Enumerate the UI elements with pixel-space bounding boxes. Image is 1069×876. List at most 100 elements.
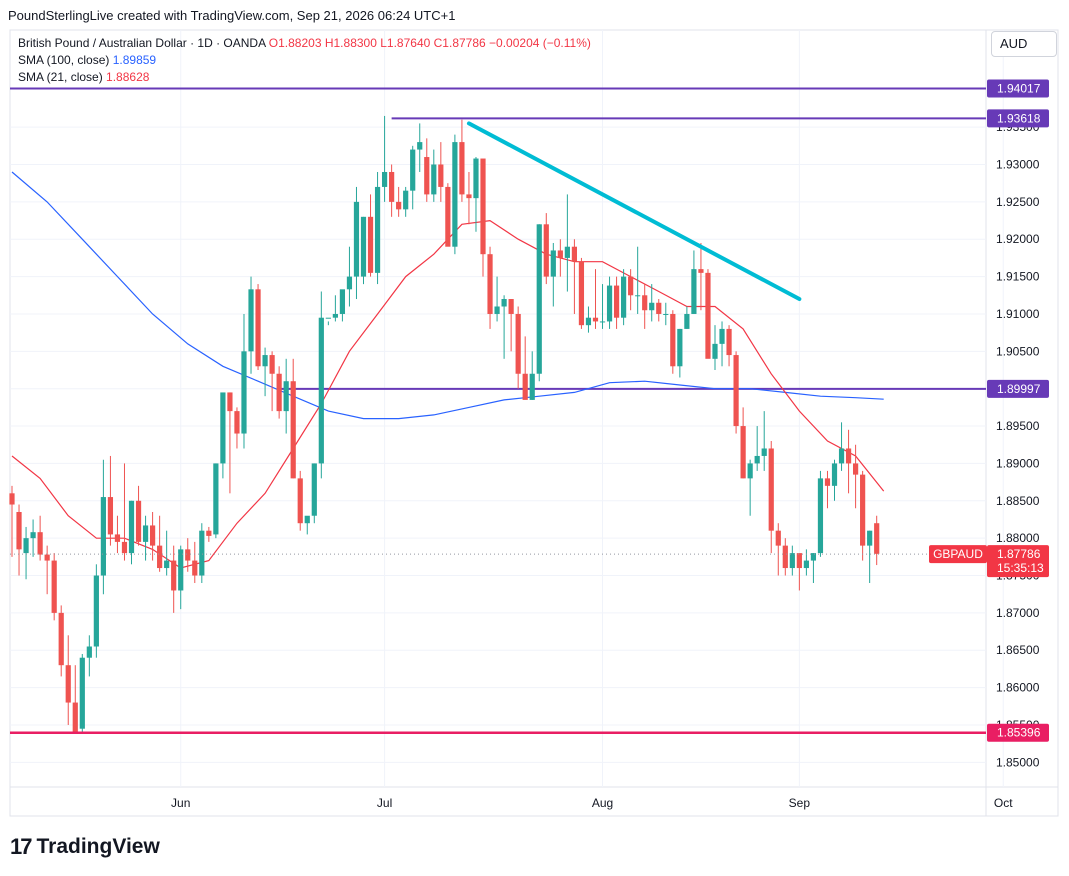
candle-down[interactable] — [543, 224, 549, 277]
candle-up[interactable] — [754, 455, 760, 464]
candle-up[interactable] — [431, 164, 437, 195]
candle-up[interactable] — [789, 553, 795, 569]
candle-down[interactable] — [297, 478, 303, 524]
candle-down[interactable] — [44, 554, 50, 561]
candle-up[interactable] — [536, 224, 542, 374]
candle-down[interactable] — [65, 665, 71, 703]
candle-up[interactable] — [332, 313, 338, 318]
candle-up[interactable] — [86, 646, 92, 658]
candle-down[interactable] — [389, 171, 395, 202]
candle-up[interactable] — [220, 392, 226, 464]
candle-down[interactable] — [438, 164, 444, 187]
candle-down[interactable] — [396, 201, 402, 210]
candle-down[interactable] — [508, 299, 514, 314]
candle-up[interactable] — [23, 538, 29, 554]
candle-down[interactable] — [845, 448, 852, 464]
candle-up[interactable] — [810, 553, 817, 561]
candle-up[interactable] — [761, 448, 767, 456]
candle-up[interactable] — [712, 343, 718, 359]
candle-up[interactable] — [304, 515, 310, 524]
candle-up[interactable] — [649, 302, 655, 311]
candle-down[interactable] — [114, 534, 121, 542]
candle-up[interactable] — [353, 201, 360, 277]
candle-up[interactable] — [585, 317, 592, 326]
candle-up[interactable] — [473, 158, 479, 199]
candle-down[interactable] — [487, 254, 493, 314]
candle-down[interactable] — [733, 355, 739, 427]
candle-up[interactable] — [325, 317, 331, 319]
candle-down[interactable] — [367, 216, 374, 273]
candle-down[interactable] — [72, 702, 78, 733]
candle-down[interactable] — [740, 426, 746, 479]
candle-down[interactable] — [16, 511, 22, 550]
candle-up[interactable] — [691, 269, 697, 314]
candle-down[interactable] — [705, 272, 711, 359]
candle-down[interactable] — [424, 157, 430, 195]
candle-down[interactable] — [192, 560, 198, 576]
candle-down[interactable] — [234, 411, 240, 434]
candle-up[interactable] — [564, 246, 570, 258]
candle-up[interactable] — [417, 142, 423, 150]
candle-down[interactable] — [515, 313, 521, 374]
candle-down[interactable] — [613, 285, 620, 318]
candle-up[interactable] — [164, 560, 170, 569]
candle-up[interactable] — [248, 289, 254, 352]
downtrend-line[interactable] — [466, 121, 802, 302]
candle-up[interactable] — [719, 328, 725, 344]
candle-down[interactable] — [445, 186, 451, 247]
candle-down[interactable] — [670, 313, 676, 367]
candle-down[interactable] — [51, 560, 57, 613]
candle-down[interactable] — [135, 500, 142, 542]
sma21-row[interactable]: SMA (21, close) 1.88628 — [18, 69, 591, 86]
candle-up[interactable] — [529, 373, 535, 400]
candle-up[interactable] — [677, 328, 683, 367]
candle-up[interactable] — [831, 463, 838, 486]
candle-down[interactable] — [796, 553, 802, 569]
candle-down[interactable] — [571, 246, 577, 262]
candle-up[interactable] — [635, 295, 641, 297]
candle-up[interactable] — [346, 276, 353, 290]
candle-up[interactable] — [311, 463, 317, 516]
candle-up[interactable] — [817, 478, 824, 554]
candle-up[interactable] — [178, 549, 184, 591]
candle-up[interactable] — [93, 575, 99, 647]
candle-down[interactable] — [255, 289, 261, 367]
candle-up[interactable] — [374, 186, 381, 273]
candle-down[interactable] — [121, 541, 128, 554]
candle-up[interactable] — [142, 525, 149, 542]
candle-down[interactable] — [171, 560, 177, 591]
currency-selector[interactable]: AUD — [991, 31, 1057, 57]
candle-down[interactable] — [628, 276, 634, 296]
candle-down[interactable] — [466, 194, 472, 199]
candle-down[interactable] — [557, 250, 563, 258]
candle-up[interactable] — [241, 351, 247, 434]
candle-up[interactable] — [867, 530, 873, 546]
tradingview-footer[interactable]: 17 TradingView — [10, 834, 160, 860]
candle-up[interactable] — [494, 306, 500, 314]
candle-down[interactable] — [874, 523, 880, 554]
candle-up[interactable] — [410, 149, 416, 191]
candle-down[interactable] — [522, 373, 528, 400]
candle-down[interactable] — [58, 612, 64, 666]
candle-down[interactable] — [860, 474, 866, 546]
symbol-row[interactable]: British Pound / Australian Dollar · 1D ·… — [18, 35, 591, 52]
candle-down[interactable] — [824, 478, 831, 486]
candle-down[interactable] — [775, 530, 781, 546]
candle-up[interactable] — [213, 463, 219, 535]
candle-up[interactable] — [283, 381, 289, 412]
candle-up[interactable] — [452, 142, 458, 247]
candle-down[interactable] — [150, 525, 156, 546]
candle-down[interactable] — [782, 545, 788, 569]
candle-up[interactable] — [621, 276, 627, 318]
candle-down[interactable] — [290, 381, 296, 479]
candle-down[interactable] — [768, 448, 774, 531]
candle-up[interactable] — [318, 317, 324, 464]
candle-down[interactable] — [37, 532, 43, 555]
candle-up[interactable] — [128, 500, 135, 554]
candle-up[interactable] — [360, 216, 367, 277]
candle-up[interactable] — [262, 355, 268, 367]
candle-up[interactable] — [403, 190, 409, 210]
candle-down[interactable] — [185, 549, 191, 561]
candle-down[interactable] — [157, 545, 163, 569]
